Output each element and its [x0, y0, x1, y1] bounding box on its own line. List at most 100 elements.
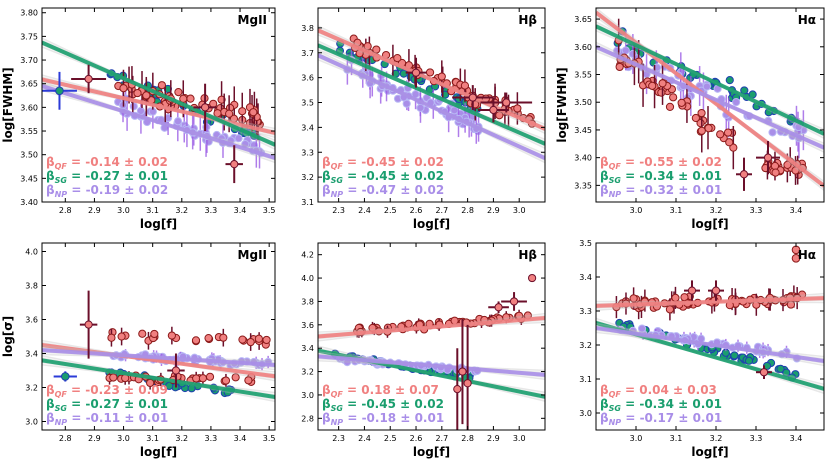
x-tick-label: 3.1 — [146, 434, 159, 443]
data-point-qf — [729, 143, 738, 152]
y-tick-label: 3.1 — [579, 375, 592, 384]
outlier-point — [759, 368, 769, 377]
beta-qf: βQF = 0.04 ± 0.03 — [600, 383, 717, 399]
data-point-qf — [238, 107, 247, 116]
fit-line-qf — [596, 296, 824, 308]
plot-area — [318, 25, 545, 164]
x-tick-label: 2.7 — [435, 206, 448, 215]
outlier-point — [171, 366, 181, 375]
plot-area — [596, 245, 824, 394]
data-point-np — [732, 98, 741, 107]
x-tick-label: 3.2 — [710, 434, 723, 443]
beta-value: = -0.34 ± — [621, 397, 692, 411]
data-point-qf — [117, 332, 126, 341]
data-point-qf — [244, 376, 253, 385]
x-tick-label: 3.1 — [670, 206, 683, 215]
y-tick-label: 3.4 — [25, 350, 38, 359]
beta-symbol: β — [46, 397, 55, 411]
beta-error: 0.02 — [415, 183, 445, 197]
y-tick-label: 3.2 — [301, 368, 314, 377]
fit-line-qf — [318, 316, 545, 339]
panel-p6: 3.0 3.1 3.2 3.3 3.4 3.0 3.1 3.2 3.3 3.4 3.5 log[f] H… — [579, 239, 825, 459]
outlier-point — [84, 320, 93, 329]
y-tick-label: 4.2 — [301, 251, 314, 260]
beta-subscript: SG — [55, 176, 68, 185]
beta-np: βNP = -0.11 ± 0.01 — [46, 411, 168, 427]
x-axis-label: log[f] — [413, 445, 450, 459]
data-point-qf — [198, 374, 208, 383]
beta-np: βNP = -0.18 ± 0.01 — [322, 411, 444, 427]
beta-error: 0.01 — [415, 411, 445, 425]
outlier-point — [489, 105, 498, 115]
x-axis-label: log[f] — [140, 445, 177, 459]
beta-value: = -0.47 ± — [343, 183, 414, 197]
y-tick-label: 3.50 — [574, 98, 592, 107]
plot-frame — [595, 7, 825, 203]
beta-value: = -0.45 ± — [343, 169, 414, 183]
y-tick-label: 3.40 — [20, 198, 38, 207]
fit-line-sg — [318, 43, 545, 146]
data-point-qf — [213, 109, 222, 118]
data-point-qf — [725, 138, 734, 147]
beta-value: = -0.45 ± — [343, 155, 414, 169]
beta-np: βNP = -0.47 ± 0.02 — [322, 183, 444, 199]
beta-error: 0.02 — [138, 155, 168, 169]
y-tick-label: 3.6 — [301, 74, 314, 83]
y-tick-label: 3.5 — [301, 99, 314, 108]
y-tick-label: 3.6 — [301, 321, 314, 330]
beta-value: = -0.27 ± — [67, 169, 138, 183]
data-point-qf — [186, 94, 195, 103]
y-tick-label: 3.50 — [20, 151, 38, 160]
beta-subscript: QF — [609, 390, 622, 399]
data-point-qf — [254, 334, 264, 343]
beta-np: βNP = -0.17 ± 0.01 — [600, 411, 722, 427]
beta-subscript: SG — [55, 404, 68, 413]
beta-value: = -0.45 ± — [343, 397, 414, 411]
beta-qf: βQF = -0.45 ± 0.02 — [322, 155, 444, 171]
beta-symbol: β — [322, 411, 331, 425]
x-axis-label: log[f] — [413, 217, 450, 231]
data-point-sg — [730, 351, 739, 360]
x-tick-label: 3.2 — [175, 206, 188, 215]
y-tick-label: 3.2 — [25, 384, 38, 393]
data-point-qf — [629, 294, 638, 303]
panel-title: Hα — [798, 13, 816, 27]
beta-sg: βSG = -0.34 ± 0.01 — [600, 397, 722, 413]
data-point-qf — [217, 95, 226, 104]
y-tick-label: 3.60 — [574, 43, 592, 52]
beta-qf: βQF = -0.14 ± 0.02 — [46, 155, 168, 171]
outlier-point — [711, 286, 721, 295]
x-tick-label: 3.4 — [234, 434, 247, 443]
fit-line-sg — [596, 24, 824, 136]
beta-error: 0.02 — [414, 155, 444, 169]
beta-value: = -0.32 ± — [621, 183, 692, 197]
data-point-qf — [157, 81, 167, 90]
beta-error: 0.02 — [414, 169, 444, 183]
beta-value: = 0.18 ± — [343, 383, 409, 397]
fit-line-np — [596, 326, 824, 363]
x-tick-label: 3.2 — [175, 434, 188, 443]
beta-error: 0.03 — [687, 383, 717, 397]
data-point-qf — [460, 81, 470, 90]
plot-area — [42, 37, 275, 184]
x-tick-label: 2.6 — [410, 206, 423, 215]
x-tick-label: 3.2 — [710, 206, 723, 215]
data-point-qf — [716, 130, 725, 139]
outlier-point — [739, 170, 749, 179]
data-point-qf — [658, 79, 667, 88]
beta-np: βNP = -0.32 ± 0.01 — [600, 183, 722, 199]
single-point-sg — [61, 372, 70, 381]
data-point-qf — [238, 335, 247, 344]
data-point-np — [173, 117, 183, 126]
y-tick-label: 3.45 — [574, 126, 592, 135]
data-point-qf — [109, 373, 118, 382]
y-tick-label: 4.0 — [25, 248, 38, 257]
panel-p2: 2.3 2.4 2.5 2.6 2.7 2.8 2.9 3.0 3.1 3.2 3.3 3.4 3.5 3… — [301, 7, 546, 231]
beta-subscript: NP — [55, 190, 68, 199]
x-tick-label: 3.5 — [263, 206, 276, 215]
beta-value: = -0.27 ± — [67, 397, 138, 411]
data-point-np — [136, 106, 145, 116]
beta-error: 0.01 — [138, 169, 168, 183]
data-point-qf — [225, 109, 234, 118]
fit-line-sg — [42, 40, 275, 147]
